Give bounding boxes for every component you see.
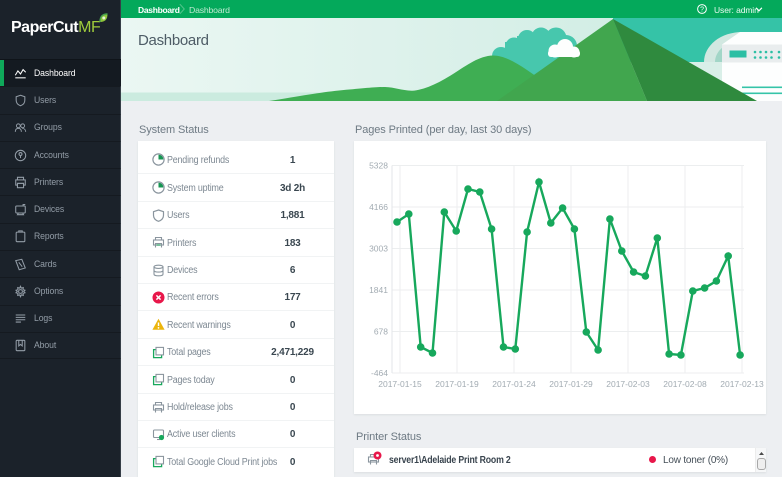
svg-text:678: 678: [374, 327, 388, 337]
svg-text:2017-01-19: 2017-01-19: [435, 379, 479, 389]
svg-text:-464: -464: [371, 368, 388, 378]
svg-text:4166: 4166: [369, 202, 388, 212]
svg-text:1841: 1841: [369, 285, 388, 295]
svg-text:3003: 3003: [369, 244, 388, 254]
svg-text:2017-01-29: 2017-01-29: [549, 379, 593, 389]
svg-text:2017-02-13: 2017-02-13: [720, 379, 764, 389]
svg-text:?: ?: [700, 6, 704, 13]
svg-text:2017-02-08: 2017-02-08: [663, 379, 707, 389]
svg-text:5328: 5328: [369, 161, 388, 171]
svg-text:2017-01-15: 2017-01-15: [378, 379, 422, 389]
svg-text:2017-01-24: 2017-01-24: [492, 379, 536, 389]
svg-text:2017-02-03: 2017-02-03: [606, 379, 650, 389]
